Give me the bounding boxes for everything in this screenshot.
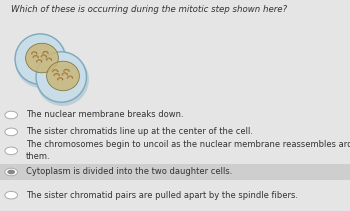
- Circle shape: [5, 191, 18, 199]
- Text: Which of these is occurring during the mitotic step shown here?: Which of these is occurring during the m…: [11, 5, 287, 14]
- Circle shape: [5, 168, 18, 176]
- Ellipse shape: [15, 35, 68, 88]
- Ellipse shape: [47, 61, 79, 91]
- Text: The chromosomes begin to uncoil as the nuclear membrane reassembles around
them.: The chromosomes begin to uncoil as the n…: [26, 141, 350, 161]
- Text: The sister chromatids line up at the center of the cell.: The sister chromatids line up at the cen…: [26, 127, 253, 136]
- Ellipse shape: [36, 53, 89, 106]
- Circle shape: [5, 147, 18, 155]
- Text: Cytoplasm is divided into the two daughter cells.: Cytoplasm is divided into the two daught…: [26, 168, 233, 176]
- Circle shape: [7, 170, 15, 174]
- Circle shape: [5, 111, 18, 119]
- Ellipse shape: [26, 43, 58, 73]
- Ellipse shape: [15, 34, 65, 84]
- Ellipse shape: [36, 52, 86, 102]
- Text: The sister chromatid pairs are pulled apart by the spindle fibers.: The sister chromatid pairs are pulled ap…: [26, 191, 298, 200]
- FancyBboxPatch shape: [0, 164, 350, 180]
- Circle shape: [5, 128, 18, 136]
- Text: The nuclear membrane breaks down.: The nuclear membrane breaks down.: [26, 111, 184, 119]
